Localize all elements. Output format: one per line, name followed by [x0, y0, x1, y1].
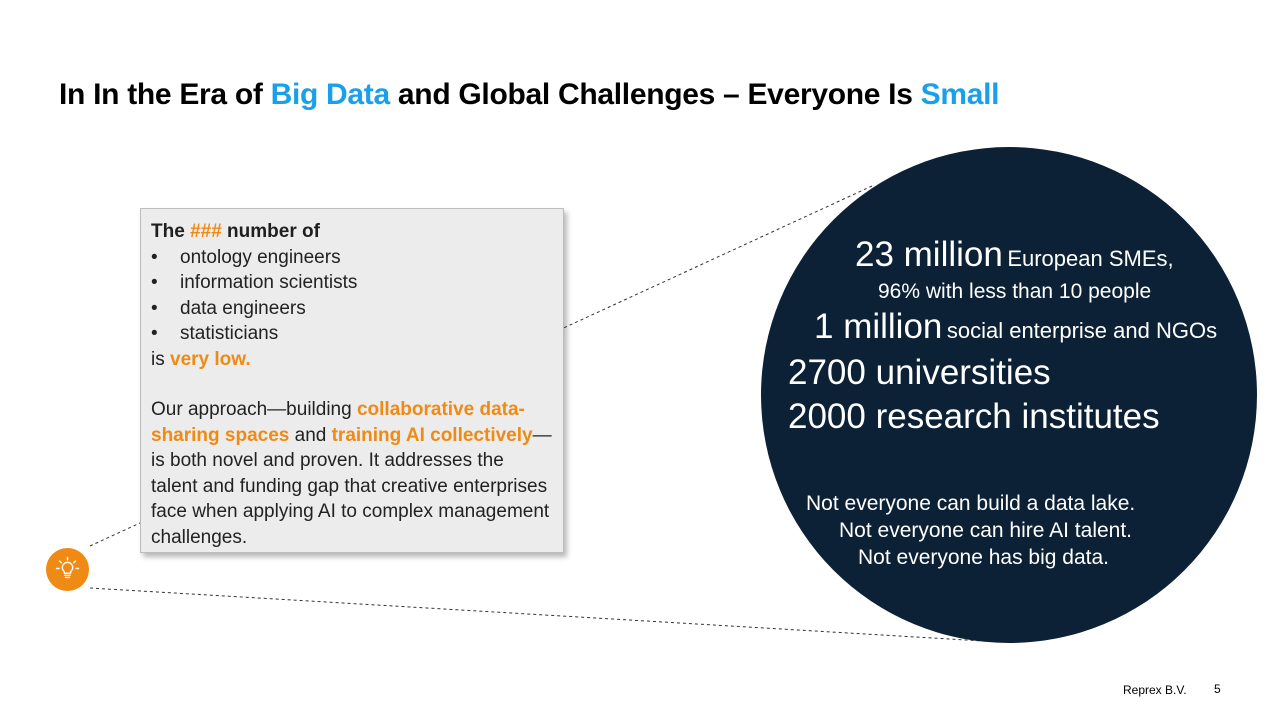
stat-smes-label: European SMEs, — [1007, 246, 1174, 271]
company-name: Reprex B.V. — [1123, 683, 1187, 697]
footnote-ai-talent: Not everyone can hire AI talent. — [839, 519, 1133, 542]
stat-universities-value: 2700 — [788, 353, 866, 392]
lightbulb-icon — [46, 548, 89, 591]
connector-line-bottom — [89, 587, 1001, 643]
title-highlight-big-data: Big Data — [270, 78, 391, 111]
approach-highlight-spaces: collaborative data-sharing spaces — [151, 399, 525, 446]
is-very-low: is very low. — [151, 347, 553, 373]
title-highlight-small: Small — [920, 78, 1000, 111]
stat-research: 2000 research institutes — [788, 397, 1160, 436]
stat-social: 1 million social enterprise and NGOs — [814, 307, 1217, 347]
stats-circle: 23 million European SMEs, 96% with less … — [761, 147, 1257, 643]
list-item: data engineers — [151, 296, 553, 322]
footnote-data-lake: Not everyone can build a data lake. — [806, 492, 1136, 515]
lead-suffix: number of — [221, 221, 320, 242]
stat-social-value: 1 million — [814, 307, 943, 346]
list-item: ontology engineers — [151, 245, 553, 271]
lead-hash: ### — [190, 221, 222, 242]
lead-prefix: The — [151, 221, 191, 242]
approach-paragraph: Our approach—building collaborative data… — [151, 397, 553, 550]
approach-highlight-training: training AI collectively — [331, 424, 533, 446]
footnote-big-data: Not everyone has big data. — [858, 546, 1109, 569]
stat-universities: 2700 universities — [788, 353, 1051, 393]
approach-prefix: Our approach—building — [151, 399, 357, 420]
list-item: information scientists — [151, 270, 553, 296]
stat-smes-value: 23 million — [855, 235, 1003, 274]
is-prefix: is — [151, 348, 170, 370]
list-item: statisticians — [151, 321, 553, 347]
stat-smes-detail: 96% with less than 10 people — [878, 280, 1152, 303]
infobox-lead: The ### number of — [151, 219, 553, 245]
approach-mid: and — [289, 424, 332, 446]
stat-smes: 23 million European SMEs, — [855, 235, 1174, 275]
talent-info-box: The ### number of ontology engineers inf… — [140, 208, 564, 553]
title-text-2: and Global Challenges – Everyone Is — [389, 78, 921, 111]
page-number: 5 — [1214, 682, 1221, 696]
title-text-1: In In the Era of — [59, 78, 271, 111]
stat-social-label: social enterprise and NGOs — [946, 318, 1218, 343]
slide-title: In In the Era of Big Data and Global Cha… — [59, 78, 999, 112]
approach-suffix: —is both novel and proven. It addresses … — [151, 424, 552, 548]
role-list: ontology engineers information scientist… — [151, 245, 553, 347]
very-low-highlight: very low. — [170, 348, 251, 370]
stat-universities-label: universities — [875, 353, 1051, 392]
